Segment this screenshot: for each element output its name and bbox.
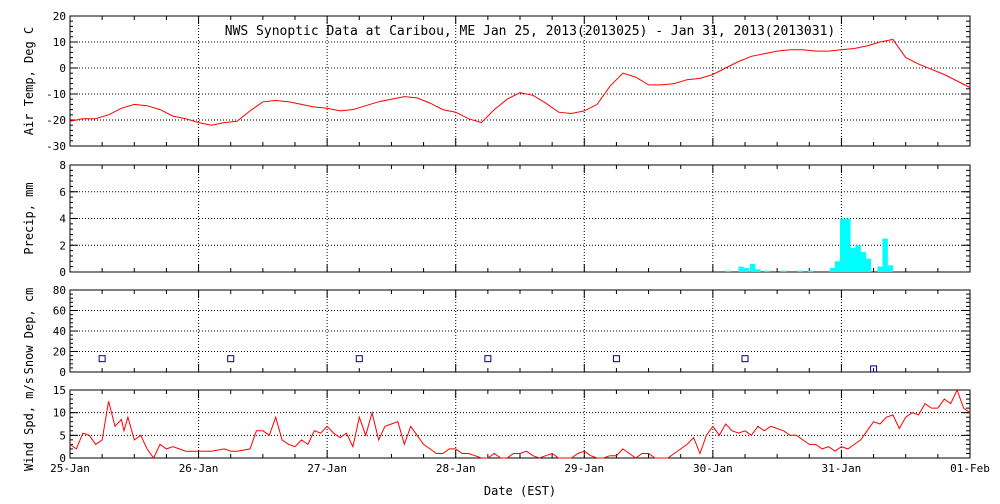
y-axis-label: Wind Spd, m/s xyxy=(22,377,36,471)
x-tick-label: 29-Jan xyxy=(564,462,604,475)
precip-bar xyxy=(738,266,744,272)
y-tick-label: 2 xyxy=(59,239,66,252)
precip-bar xyxy=(829,267,836,272)
chart-title: NWS Synoptic Data at Caribou, ME Jan 25,… xyxy=(225,24,835,39)
y-tick-label: -10 xyxy=(46,88,66,101)
y-tick-label: 20 xyxy=(53,346,66,359)
precip-bar xyxy=(780,270,787,272)
precip-bar xyxy=(807,270,814,272)
precip-bar xyxy=(834,261,841,272)
y-tick-label: 8 xyxy=(59,159,66,172)
y-tick-label: 6 xyxy=(59,186,66,199)
x-tick-label: 25-Jan xyxy=(50,462,90,475)
y-tick-label: 80 xyxy=(53,284,66,297)
wind-speed-series-line xyxy=(69,388,971,459)
snow-depth-point xyxy=(227,355,235,363)
y-tick-label: 20 xyxy=(53,10,66,23)
precip-bar xyxy=(725,270,731,272)
snow-depth-point xyxy=(98,355,106,363)
x-tick-label: 31-Jan xyxy=(822,462,862,475)
precip-bar xyxy=(845,218,851,272)
snow-depth-point xyxy=(870,365,878,373)
precip-bar xyxy=(882,238,888,272)
y-tick-label: 10 xyxy=(53,36,66,49)
y-tick-label: -30 xyxy=(46,140,66,153)
y-tick-label: 10 xyxy=(53,407,66,420)
precip-bar xyxy=(743,267,749,272)
y-tick-label: -20 xyxy=(46,114,66,127)
snow-depth-point xyxy=(484,355,492,363)
snow-depth-point xyxy=(741,355,749,363)
precip-bar xyxy=(750,263,756,272)
snow-depth-point xyxy=(612,355,620,363)
y-tick-label: 15 xyxy=(53,384,66,397)
precip-bar xyxy=(797,270,803,272)
x-tick-label: 01-Feb xyxy=(950,462,990,475)
y-tick-label: 4 xyxy=(59,213,66,226)
precip-bar xyxy=(887,265,893,272)
precip-bar xyxy=(755,269,761,272)
y-tick-label: 5 xyxy=(59,429,66,442)
y-tick-label: 60 xyxy=(53,305,66,318)
precip-bar xyxy=(764,270,770,272)
y-axis-label: Precip, mm xyxy=(22,182,36,254)
precip-bar xyxy=(860,251,866,272)
precip-bar xyxy=(877,266,883,272)
y-axis-label: Air Temp, Deg C xyxy=(22,27,36,135)
precip-bar xyxy=(865,258,872,272)
snow-depth-point xyxy=(355,355,363,363)
x-axis-label: Date (EST) xyxy=(484,484,556,498)
x-tick-label: 27-Jan xyxy=(307,462,347,475)
panel-frame xyxy=(69,389,971,459)
y-tick-label: 0 xyxy=(59,266,66,279)
y-tick-label: 0 xyxy=(59,452,66,465)
precip-bar xyxy=(850,247,856,272)
y-axis-label: Snow Dep, cm xyxy=(22,288,36,375)
x-tick-label: 28-Jan xyxy=(436,462,476,475)
air-temp-series-line xyxy=(69,38,971,126)
y-tick-label: 0 xyxy=(59,62,66,75)
x-tick-label: 26-Jan xyxy=(179,462,219,475)
y-tick-label: 0 xyxy=(59,366,66,379)
x-tick-label: 30-Jan xyxy=(693,462,733,475)
precip-bar xyxy=(840,218,846,272)
precip-bar xyxy=(855,245,861,272)
y-tick-label: 40 xyxy=(53,325,66,338)
